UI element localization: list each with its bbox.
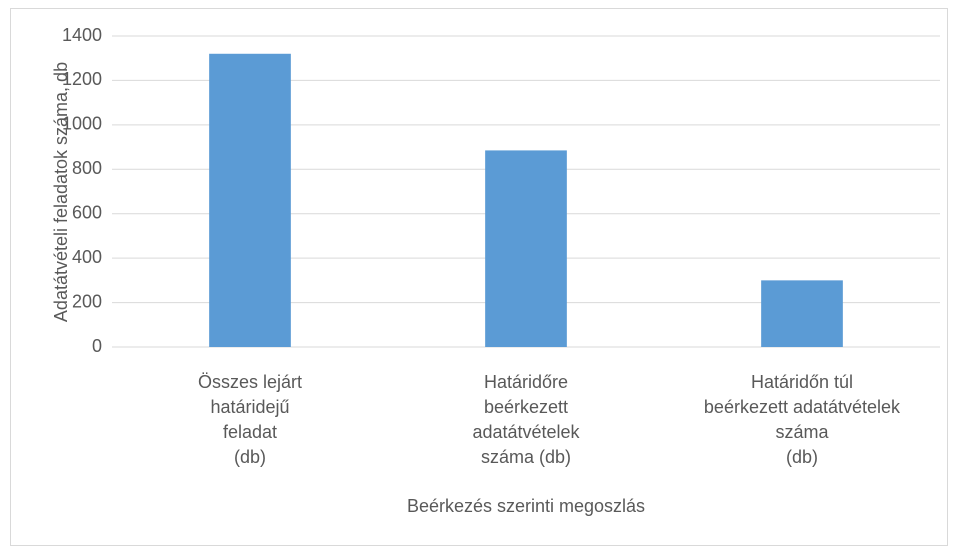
x-tick-label: Összes lejárt határidejű feladat (db)	[198, 372, 302, 467]
bar	[761, 280, 843, 347]
y-axis-title: Adatátvételi feladatok száma, db	[51, 62, 71, 322]
bar	[209, 53, 291, 348]
y-tick-label: 1200	[62, 69, 102, 89]
y-tick-label: 600	[72, 202, 102, 222]
chart-border	[10, 8, 948, 546]
y-tick-label: 1000	[62, 114, 102, 134]
x-tick-label: Határidőre beérkezett adatátvételek száma (…	[472, 372, 580, 467]
bar	[485, 150, 567, 347]
y-tick-label: 1400	[62, 25, 102, 45]
x-axis-title: Beérkezés szerinti megoszlás	[407, 496, 645, 516]
x-tick-label: Határidőn túl beérkezett adatátvételek szá…	[704, 372, 901, 467]
y-tick-label: 200	[72, 291, 102, 311]
y-tick-label: 400	[72, 247, 102, 267]
y-tick-label: 0	[92, 336, 102, 356]
y-tick-label: 800	[72, 158, 102, 178]
